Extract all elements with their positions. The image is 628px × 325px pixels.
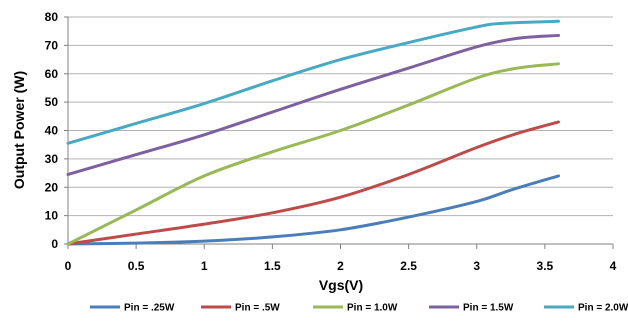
legend-entry: Pin = .5W (201, 303, 280, 314)
y-tick-label: 60 (45, 67, 59, 81)
plot-area (66, 19, 560, 246)
series-line-0 (66, 174, 560, 246)
y-tick-label: 10 (45, 209, 59, 223)
series-line-2 (66, 62, 560, 246)
series-line-1 (66, 120, 560, 246)
legend-entry: Pin = 2.0W (544, 303, 628, 314)
legend-entry: Pin = 1.5W (429, 303, 514, 314)
legend-entry: Pin = 1.0W (313, 303, 398, 314)
x-tick-label: 3 (473, 259, 480, 273)
legend-label: Pin = .25W (124, 303, 175, 314)
y-tick-label: 40 (45, 124, 59, 138)
series-line-3 (66, 33, 560, 176)
y-axis-title: Output Power (W) (11, 71, 27, 189)
x-tick-label: 0 (65, 259, 72, 273)
x-tick-label: 3.5 (537, 259, 554, 273)
y-tick-label: 0 (51, 237, 58, 251)
x-tick-label: 2 (337, 259, 344, 273)
y-tick-label: 30 (45, 152, 59, 166)
y-tick-label: 70 (45, 38, 59, 52)
grid-lines (68, 16, 613, 217)
legend-label: Pin = 2.0W (578, 303, 628, 314)
axes (64, 16, 614, 249)
legend: Pin = .25W Pin = .5W Pin = 1.0W Pin = 1.5W P… (90, 303, 628, 314)
y-tick-label: 50 (45, 95, 59, 109)
legend-label: Pin = .5W (235, 303, 280, 314)
y-tick-label: 80 (45, 10, 59, 24)
x-tick-label: 1.5 (264, 259, 281, 273)
y-tick-label: 20 (45, 180, 59, 194)
x-tick-label: 0.5 (128, 259, 145, 273)
x-tick-label: 2.5 (400, 259, 417, 273)
x-axis-title: Vgs(V) (319, 277, 363, 293)
legend-entry: Pin = .25W (90, 303, 175, 314)
legend-label: Pin = 1.5W (463, 303, 514, 314)
x-tick-label: 4 (610, 259, 617, 273)
tick-labels: 0 10 20 30 40 50 60 70 80 0 0.5 1 1.5 2 2.5 3 3.5 4 (45, 10, 617, 273)
series-line-4 (66, 19, 560, 145)
x-tick-label: 1 (201, 259, 208, 273)
legend-label: Pin = 1.0W (347, 303, 398, 314)
